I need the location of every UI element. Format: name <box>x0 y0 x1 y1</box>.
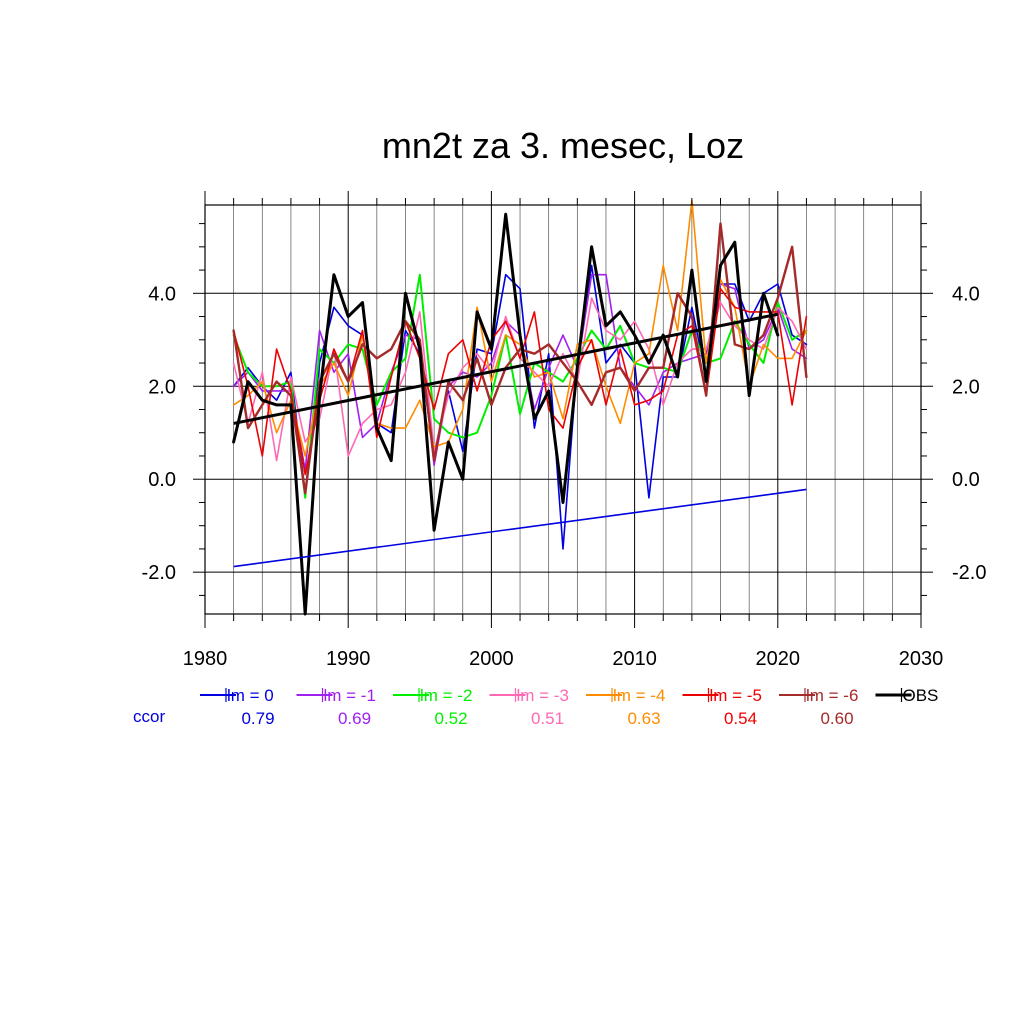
legend-label-4: lm = -4 <box>613 686 665 705</box>
ccor-label: ccor <box>133 707 165 726</box>
ccor-value-3: 0.51 <box>531 709 564 728</box>
legend-label-3: lm = -3 <box>517 686 569 705</box>
ccor-value-1: 0.69 <box>338 709 371 728</box>
y-tick-label-left: 4.0 <box>148 283 176 305</box>
series-line-7 <box>232 212 780 616</box>
ccor-value-5: 0.54 <box>724 709 757 728</box>
legend-label-5: lm = -5 <box>710 686 762 705</box>
series-group <box>232 199 808 616</box>
legend-label-7: OBS <box>903 686 939 705</box>
trend-lines <box>233 312 807 568</box>
legend-label-0: lm = 0 <box>227 686 274 705</box>
x-tick-label: 2000 <box>469 648 514 670</box>
plot-frame <box>204 204 922 615</box>
trend-line-1 <box>233 312 779 425</box>
y-tick-label-left: 2.0 <box>148 376 176 398</box>
x-tick-label: 2020 <box>756 648 801 670</box>
x-tick-label: 1990 <box>326 648 371 670</box>
legend-label-2: lm = -2 <box>420 686 472 705</box>
y-tick-label-right: 0.0 <box>952 469 980 491</box>
y-tick-label-right: -2.0 <box>952 562 986 584</box>
legend-label-6: lm = -6 <box>806 686 858 705</box>
y-tick-label-right: 2.0 <box>952 376 980 398</box>
chart-title: mn2t za 3. mesec, Loz <box>382 125 744 166</box>
y-tick-label-right: 4.0 <box>952 283 980 305</box>
ccor-value-0: 0.79 <box>241 709 274 728</box>
x-tick-label: 1980 <box>183 648 228 670</box>
trend-line-0 <box>233 488 807 568</box>
x-tick-label: 2010 <box>612 648 657 670</box>
ccor-value-2: 0.52 <box>434 709 467 728</box>
legend: ccor lm = 0 0.79 lm = -1 0.69 lm = -2 0.52 lm =… <box>133 686 938 728</box>
ccor-value-6: 0.60 <box>820 709 853 728</box>
y-tick-label-left: -2.0 <box>142 562 176 584</box>
grid <box>204 205 922 614</box>
legend-label-1: lm = -1 <box>324 686 376 705</box>
tick-labels: 1980 1990 2000 2010 2020 2030 -2.0 -2.0 0.0 0.0 2.… <box>142 283 987 670</box>
axis-ticks <box>193 191 933 628</box>
series-line-5 <box>232 287 808 476</box>
y-tick-label-left: 0.0 <box>148 469 176 491</box>
ccor-value-4: 0.63 <box>627 709 660 728</box>
x-tick-label: 2030 <box>899 648 944 670</box>
